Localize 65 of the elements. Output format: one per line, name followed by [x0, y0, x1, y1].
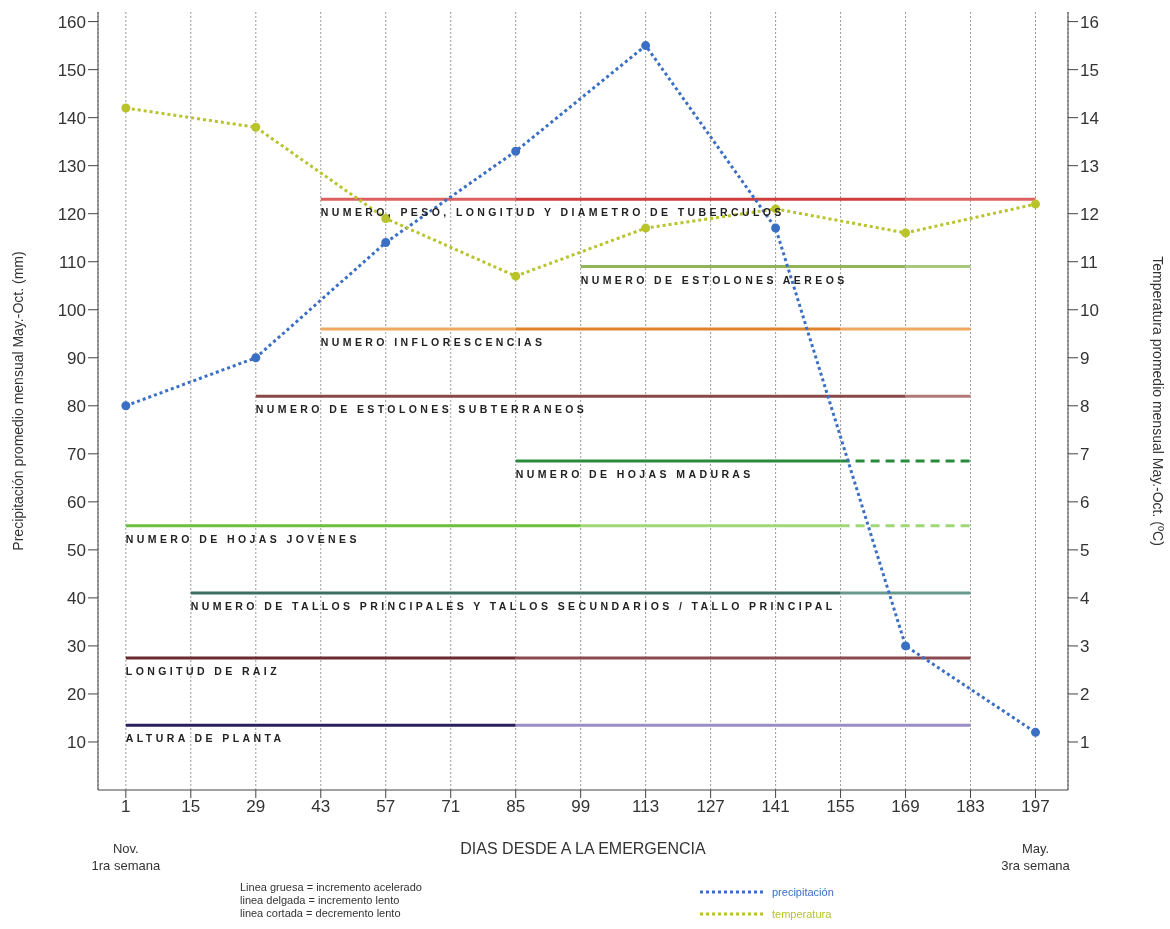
annotation: NUMERO DE HOJAS JOVENES [125, 532, 360, 545]
annotation: NUMERO DE ESTOLONES SUBTERRANEOS [255, 403, 588, 416]
text: May. 3ra semana [1000, 840, 1071, 874]
y2-tick-label: 9 [1080, 348, 1090, 368]
x-tick-label: 127 [696, 797, 725, 817]
y-tick-label: 50 [67, 540, 86, 560]
y-tick-label: 20 [67, 684, 86, 704]
x-tick-label: 183 [956, 797, 985, 817]
y-tick-label: 80 [67, 396, 86, 416]
text: Linea gruesa = incremento acelerado [240, 881, 422, 894]
text: precipitación [772, 885, 834, 900]
y-tick-label: 160 [57, 12, 86, 32]
y-tick-label: 150 [57, 60, 86, 80]
y2-tick-label: 10 [1080, 300, 1099, 320]
y-tick-label: 120 [57, 204, 86, 224]
y-axis-title: Precipitación promedio mensual May.-Oct. (mm) [9, 251, 26, 551]
y2-tick-label: 4 [1080, 588, 1090, 608]
y2-tick-label: 12 [1080, 204, 1099, 224]
y2-tick-label: 14 [1080, 108, 1099, 128]
x-tick-label: 141 [761, 797, 790, 817]
x-tick-label: 99 [571, 797, 591, 817]
y-tick-label: 130 [57, 156, 86, 176]
x-tick-label: 1 [121, 797, 131, 817]
annotation: NUMERO DE TALLOS PRINCIPALES Y TALLOS SECUNDARIOS / TALLO PRINCIPAL [190, 600, 836, 613]
y-tick-label: 100 [57, 300, 86, 320]
x-tick-label: 169 [891, 797, 920, 817]
annotation: NUMERO DE ESTOLONES AEREOS [580, 273, 848, 286]
y-tick-label: 30 [67, 636, 86, 656]
y2-tick-label: 16 [1080, 12, 1099, 32]
x-tick-label: 15 [181, 797, 201, 817]
text: linea cortada = decremento lento [240, 907, 402, 920]
y2-axis-title: Temperatura promedio mensual May.-Oct. (ºC) [1150, 256, 1167, 546]
y2-tick-label: 3 [1080, 636, 1090, 656]
y2-tick-label: 5 [1080, 540, 1090, 560]
x-tick-label: 43 [311, 797, 331, 817]
y2-tick-label: 1 [1080, 733, 1090, 753]
y-tick-label: 110 [58, 252, 86, 272]
x-tick-label: 197 [1021, 797, 1050, 817]
y2-tick-label: 2 [1080, 684, 1090, 704]
x-tick-label: 155 [826, 797, 855, 817]
text: temperatura [772, 907, 832, 922]
y2-tick-label: 15 [1080, 60, 1099, 80]
y2-tick-label: 8 [1080, 396, 1090, 416]
annotation: LONGITUD DE RAIZ [125, 664, 280, 677]
annotation: NUMERO DE HOJAS MADURAS [515, 468, 754, 481]
x-tick-label: 29 [246, 797, 266, 817]
text: Nov. 1ra semana [90, 840, 162, 874]
y2-tick-label: 13 [1080, 156, 1099, 176]
x-tick-label: 113 [632, 797, 660, 817]
x-tick-label: 85 [506, 797, 526, 817]
y2-tick-label: 11 [1080, 252, 1098, 272]
x-tick-label: 57 [376, 797, 396, 817]
y-tick-label: 90 [67, 348, 86, 368]
text: linea delgada = incremento lento [240, 894, 401, 907]
annotation: ALTURA DE PLANTA [125, 732, 285, 745]
y-tick-label: 140 [57, 108, 86, 128]
y-tick-label: 60 [67, 492, 86, 512]
annotation: NUMERO INFLORESCENCIAS [320, 335, 546, 348]
x-tick-label: 71 [441, 797, 461, 817]
y-tick-label: 10 [67, 733, 86, 753]
x-axis-title: DIAS DESDE A LA EMERGENCIA [460, 840, 706, 857]
y-tick-label: 40 [67, 588, 86, 608]
y2-tick-label: 7 [1080, 444, 1090, 464]
y-tick-label: 70 [67, 444, 86, 464]
y2-tick-label: 6 [1080, 492, 1090, 512]
